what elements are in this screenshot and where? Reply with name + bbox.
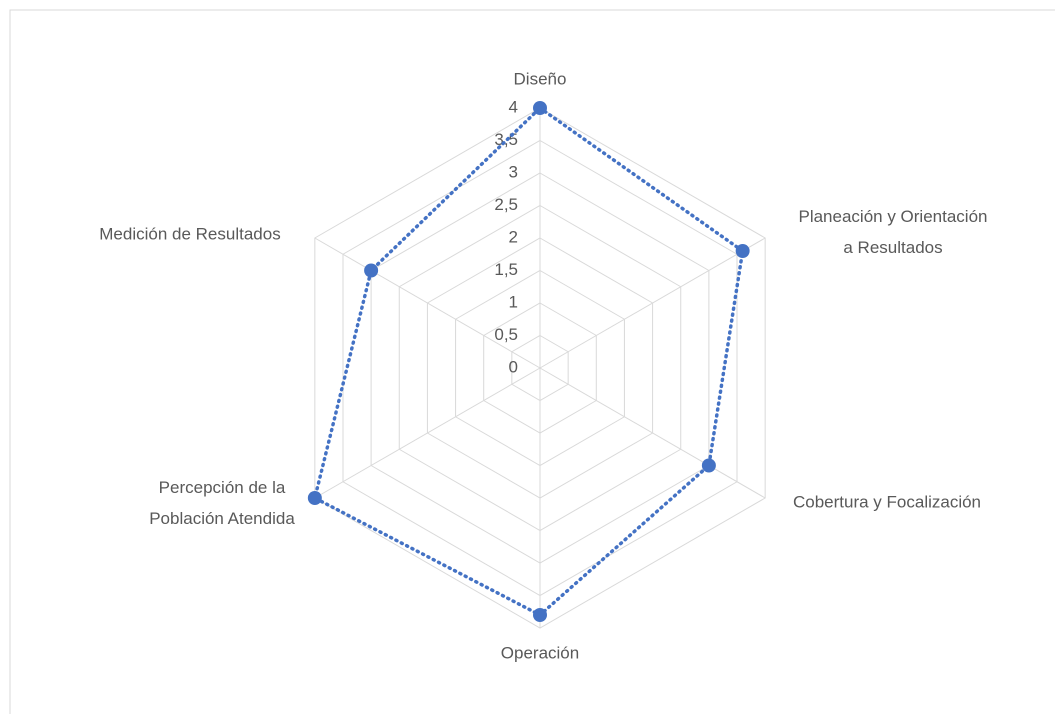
spoke bbox=[314, 367, 541, 499]
y-tick-label: 0,5 bbox=[494, 325, 518, 344]
category-label: Operación bbox=[501, 643, 579, 662]
data-point bbox=[533, 608, 547, 622]
y-tick-label: 1,5 bbox=[494, 260, 518, 279]
data-point bbox=[533, 101, 547, 115]
category-label: Diseño bbox=[514, 69, 567, 88]
y-tick-label: 2,5 bbox=[494, 195, 518, 214]
category-label: Cobertura y Focalización bbox=[793, 492, 981, 511]
y-tick-label: 1 bbox=[509, 292, 518, 311]
y-tick-label: 0 bbox=[509, 357, 518, 376]
category-label: Percepción de la Población Atendida bbox=[149, 478, 295, 528]
data-point bbox=[735, 244, 750, 258]
data-point bbox=[364, 263, 379, 278]
y-tick-label: 2 bbox=[509, 227, 518, 246]
data-point bbox=[307, 491, 322, 505]
y-tick-label: 3 bbox=[509, 162, 518, 181]
y-tick-label: 4 bbox=[509, 97, 518, 116]
chart-frame bbox=[9, 9, 1055, 714]
category-label: Planeación y Orientación a Resultados bbox=[798, 207, 987, 257]
spoke bbox=[539, 237, 766, 369]
spoke bbox=[539, 367, 766, 499]
category-label: Medición de Resultados bbox=[99, 224, 280, 243]
spoke bbox=[314, 237, 541, 369]
data-point bbox=[701, 458, 716, 473]
